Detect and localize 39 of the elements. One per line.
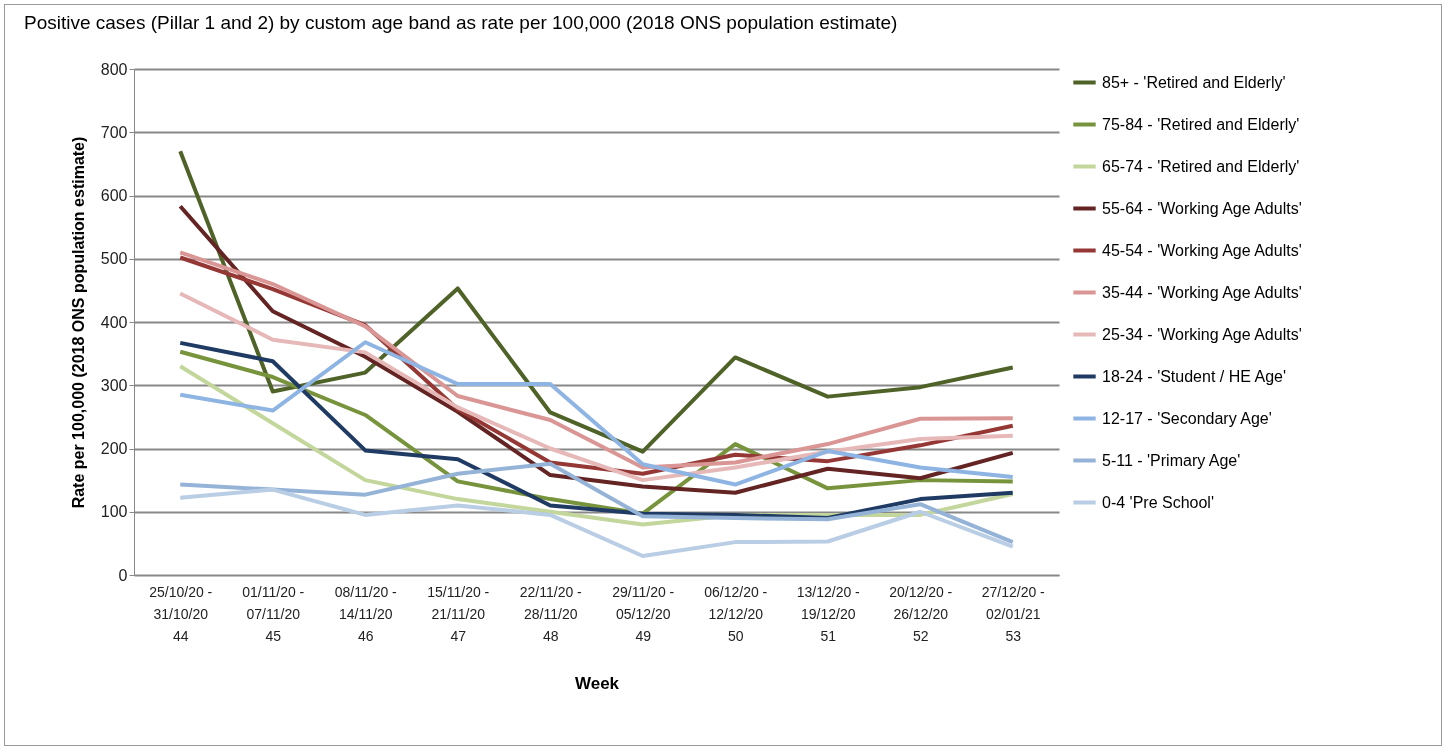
legend-label: 75-84 - 'Retired and Elderly' bbox=[1102, 115, 1300, 133]
y-tick-label: 0 bbox=[118, 566, 128, 584]
legend-label: 25-34 - 'Working Age Adults' bbox=[1102, 325, 1302, 343]
line-series bbox=[178, 291, 1015, 483]
y-tick-label: 100 bbox=[100, 503, 128, 521]
chart-title: Positive cases (Pillar 1 and 2) by custom age band as rate per 100,000 (2018 ONS population estimate) bbox=[24, 12, 898, 33]
x-tick-label: 29/11/20 - 05/12/20 49 bbox=[612, 583, 675, 644]
x-tick-label: 08/11/20 - 14/11/20 46 bbox=[334, 583, 398, 644]
y-tick-label: 400 bbox=[100, 313, 128, 331]
legend-label: 18-24 - 'Student / HE Age' bbox=[1102, 367, 1286, 385]
x-tick-label: 22/11/20 - 28/11/20 48 bbox=[519, 583, 583, 644]
x-tick-label: 27/12/20 - 02/01/21 53 bbox=[981, 583, 1046, 644]
x-tick-label: 25/10/20 - 31/10/20 44 bbox=[149, 583, 213, 644]
line-series bbox=[178, 340, 1015, 487]
legend-label: 35-44 - 'Working Age Adults' bbox=[1102, 283, 1302, 301]
legend-label: 12-17 - 'Secondary Age' bbox=[1102, 409, 1272, 427]
x-tick-label: 15/11/20 - 21/11/20 47 bbox=[427, 583, 490, 644]
x-tick-label: 20/12/20 - 26/12/20 52 bbox=[889, 583, 953, 644]
y-tick-label: 800 bbox=[100, 60, 128, 78]
legend-label: 0-4 'Pre School' bbox=[1102, 493, 1214, 511]
x-axis-title: Week bbox=[574, 673, 620, 693]
x-tick-label: 06/12/20 - 12/12/20 50 bbox=[704, 583, 768, 644]
line-series bbox=[178, 149, 1015, 454]
y-tick-label: 300 bbox=[100, 376, 128, 394]
line-series bbox=[178, 487, 1015, 559]
legend-label: 55-64 - 'Working Age Adults' bbox=[1102, 199, 1302, 217]
y-tick-label: 500 bbox=[100, 250, 128, 268]
line-series bbox=[178, 461, 1015, 545]
y-tick-label: 200 bbox=[100, 440, 128, 457]
legend-label: 45-54 - 'Working Age Adults' bbox=[1102, 241, 1302, 259]
legend-label: 85+ - 'Retired and Elderly' bbox=[1102, 73, 1286, 91]
y-tick-label: 700 bbox=[100, 123, 128, 141]
legend-label: 65-74 - 'Retired and Elderly' bbox=[1102, 157, 1300, 175]
x-tick-label: 01/11/20 - 07/11/20 45 bbox=[242, 583, 305, 644]
line-series bbox=[178, 204, 1015, 495]
legend-label: 5-11 - 'Primary Age' bbox=[1102, 451, 1241, 469]
x-tick-label: 13/12/20 - 19/12/20 51 bbox=[796, 583, 861, 644]
y-tick-label: 600 bbox=[100, 187, 128, 204]
y-axis-title: Rate per 100,000 (2018 ONS population estimate) bbox=[69, 136, 87, 509]
